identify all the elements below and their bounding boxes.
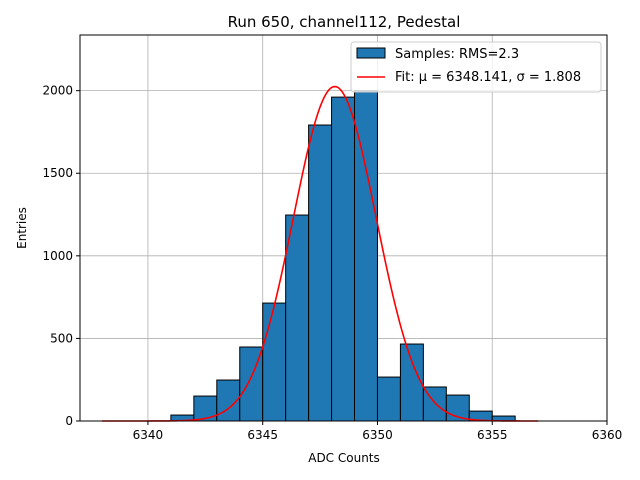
histogram-bar (262, 302, 287, 422)
legend-swatch-samples (356, 47, 386, 59)
x-tick-label: 6350 (362, 428, 393, 442)
x-tick-label: 6340 (133, 428, 164, 442)
y-tick-label: 500 (50, 331, 73, 345)
ticks: 6340 6345 6350 6355 6360 0 500 1000 1500 2000 (42, 84, 622, 442)
bars (170, 90, 516, 422)
y-tick-label: 0 (65, 414, 73, 428)
histogram-bar (331, 96, 356, 422)
legend: Samples: RMS=2.3 Fit: μ = 6348.141, σ = … (350, 41, 602, 93)
axes-frame (79, 34, 608, 422)
legend-label-samples: Samples: RMS=2.3 (395, 47, 519, 62)
y-axis-label: Entries (15, 207, 29, 249)
histogram-bar (399, 343, 424, 422)
histogram-bar (354, 90, 378, 422)
histogram-bar (376, 376, 401, 422)
legend-label-fit: Fit: μ = 6348.141, σ = 1.808 (395, 70, 581, 85)
x-axis-label: ADC Counts (308, 451, 380, 465)
chart-title: Run 650, channel112, Pedestal (228, 13, 461, 31)
histogram-bar (285, 214, 310, 422)
x-tick-label: 6360 (592, 428, 623, 442)
y-tick-label: 2000 (42, 84, 73, 98)
histogram-bar (308, 124, 333, 422)
legend-box (350, 41, 602, 93)
x-tick-label: 6345 (247, 428, 278, 442)
histogram-bar (193, 395, 218, 422)
x-tick-label: 6355 (477, 428, 508, 442)
y-tick-label: 1000 (42, 249, 73, 263)
y-tick-label: 1500 (42, 166, 73, 180)
